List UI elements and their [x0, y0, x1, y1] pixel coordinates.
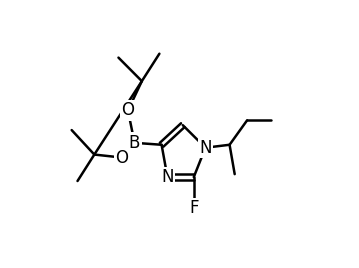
Text: F: F [189, 199, 199, 217]
Text: N: N [161, 168, 174, 186]
Text: O: O [115, 148, 128, 166]
Text: N: N [199, 139, 212, 157]
Text: B: B [129, 134, 140, 152]
Text: O: O [121, 102, 135, 120]
